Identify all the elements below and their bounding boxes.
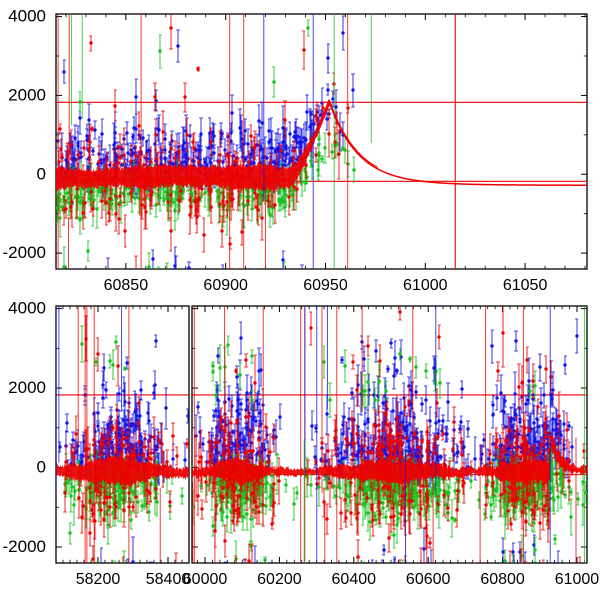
svg-text:60800: 60800	[480, 571, 525, 588]
svg-text:60400: 60400	[332, 571, 377, 588]
svg-text:0: 0	[37, 164, 46, 183]
svg-text:60000: 60000	[183, 571, 228, 588]
svg-text:61050: 61050	[503, 277, 548, 294]
svg-text:-2000: -2000	[3, 537, 46, 556]
svg-text:60850: 60850	[104, 277, 149, 294]
svg-text:2000: 2000	[8, 378, 46, 397]
svg-text:60950: 60950	[303, 277, 348, 294]
svg-text:4000: 4000	[8, 7, 46, 26]
svg-text:61000: 61000	[555, 571, 600, 588]
svg-text:-2000: -2000	[3, 243, 46, 262]
svg-text:60900: 60900	[203, 277, 248, 294]
svg-text:2000: 2000	[8, 85, 46, 104]
svg-text:61000: 61000	[403, 277, 448, 294]
svg-text:60200: 60200	[257, 571, 302, 588]
svg-text:0: 0	[37, 458, 46, 477]
svg-text:60600: 60600	[406, 571, 451, 588]
svg-text:4000: 4000	[8, 299, 46, 318]
svg-text:58200: 58200	[76, 571, 121, 588]
